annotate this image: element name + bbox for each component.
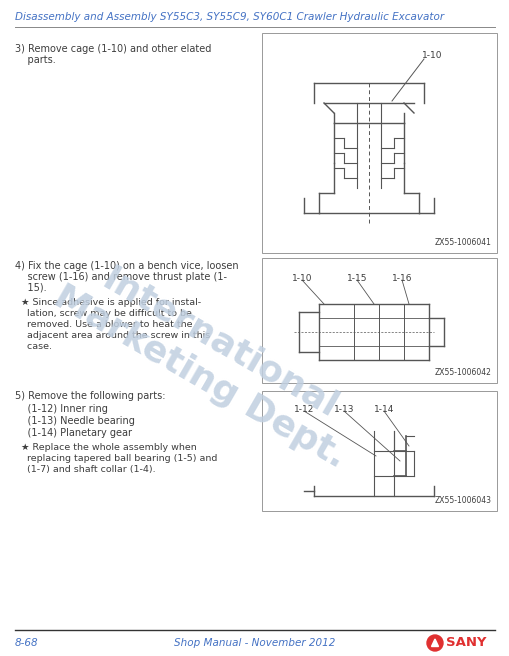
- Polygon shape: [431, 639, 438, 647]
- Text: adjacent area around the screw in this: adjacent area around the screw in this: [15, 331, 210, 340]
- Text: replacing tapered ball bearing (1-5) and: replacing tapered ball bearing (1-5) and: [15, 454, 217, 463]
- Text: International
Marketing Dept.: International Marketing Dept.: [48, 245, 371, 474]
- Bar: [262, 258, 496, 383]
- Text: ★ Replace the whole assembly when: ★ Replace the whole assembly when: [15, 443, 196, 452]
- Text: ZX55-1006041: ZX55-1006041: [434, 238, 491, 247]
- Text: SANY: SANY: [445, 636, 486, 649]
- Text: (1-12) Inner ring: (1-12) Inner ring: [15, 404, 108, 414]
- Text: 1-10: 1-10: [421, 51, 442, 60]
- Text: parts.: parts.: [15, 55, 55, 65]
- Text: 1-12: 1-12: [293, 405, 314, 414]
- Text: 1-14: 1-14: [373, 405, 393, 414]
- Text: (1-7) and shaft collar (1-4).: (1-7) and shaft collar (1-4).: [15, 465, 155, 474]
- Text: 1-16: 1-16: [391, 274, 411, 283]
- Text: 1-15: 1-15: [346, 274, 366, 283]
- Text: ★ Since adhesive is applied for instal-: ★ Since adhesive is applied for instal-: [15, 298, 201, 307]
- Text: ZX55-1006042: ZX55-1006042: [434, 368, 491, 377]
- Text: lation, screw may be difficult to be: lation, screw may be difficult to be: [15, 309, 191, 318]
- Text: removed. Use a blower to heat the: removed. Use a blower to heat the: [15, 320, 192, 329]
- Text: (1-13) Needle bearing: (1-13) Needle bearing: [15, 416, 134, 426]
- Text: ZX55-1006043: ZX55-1006043: [434, 496, 491, 505]
- Text: screw (1-16) and remove thrust plate (1-: screw (1-16) and remove thrust plate (1-: [15, 272, 227, 282]
- Text: 5) Remove the following parts:: 5) Remove the following parts:: [15, 391, 165, 401]
- Text: Shop Manual - November 2012: Shop Manual - November 2012: [174, 638, 335, 648]
- Bar: [262, 391, 496, 511]
- Text: 4) Fix the cage (1-10) on a bench vice, loosen: 4) Fix the cage (1-10) on a bench vice, …: [15, 261, 238, 271]
- Text: 3) Remove cage (1-10) and other elated: 3) Remove cage (1-10) and other elated: [15, 44, 211, 54]
- Text: 8-68: 8-68: [15, 638, 39, 648]
- Text: (1-14) Planetary gear: (1-14) Planetary gear: [15, 428, 132, 438]
- Circle shape: [426, 635, 442, 651]
- Bar: [262, 33, 496, 253]
- Text: 1-13: 1-13: [333, 405, 354, 414]
- Text: 1-10: 1-10: [291, 274, 312, 283]
- Text: case.: case.: [15, 342, 52, 351]
- Text: Disassembly and Assembly SY55C3, SY55C9, SY60C1 Crawler Hydraulic Excavator: Disassembly and Assembly SY55C3, SY55C9,…: [15, 12, 443, 22]
- Text: 15).: 15).: [15, 283, 46, 293]
